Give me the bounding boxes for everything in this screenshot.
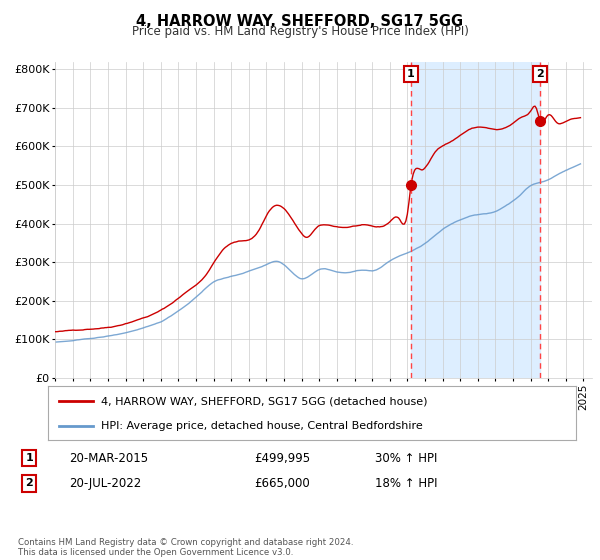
Text: 30% ↑ HPI: 30% ↑ HPI	[375, 451, 437, 465]
Text: 1: 1	[25, 453, 33, 463]
Bar	[411, 62, 540, 378]
Text: Price paid vs. HM Land Registry's House Price Index (HPI): Price paid vs. HM Land Registry's House …	[131, 25, 469, 38]
Text: 2: 2	[536, 69, 544, 80]
Text: 1: 1	[407, 69, 415, 80]
Text: HPI: Average price, detached house, Central Bedfordshire: HPI: Average price, detached house, Cent…	[101, 421, 422, 431]
Text: 18% ↑ HPI: 18% ↑ HPI	[375, 477, 437, 489]
Text: 4, HARROW WAY, SHEFFORD, SG17 5GG: 4, HARROW WAY, SHEFFORD, SG17 5GG	[136, 14, 464, 29]
Text: Contains HM Land Registry data © Crown copyright and database right 2024.
This d: Contains HM Land Registry data © Crown c…	[18, 538, 353, 557]
Text: £665,000: £665,000	[254, 477, 310, 489]
Text: 2: 2	[25, 478, 33, 488]
Text: 4, HARROW WAY, SHEFFORD, SG17 5GG (detached house): 4, HARROW WAY, SHEFFORD, SG17 5GG (detac…	[101, 396, 427, 407]
Text: 20-JUL-2022: 20-JUL-2022	[70, 477, 142, 489]
Text: £499,995: £499,995	[254, 451, 310, 465]
Text: 20-MAR-2015: 20-MAR-2015	[70, 451, 149, 465]
